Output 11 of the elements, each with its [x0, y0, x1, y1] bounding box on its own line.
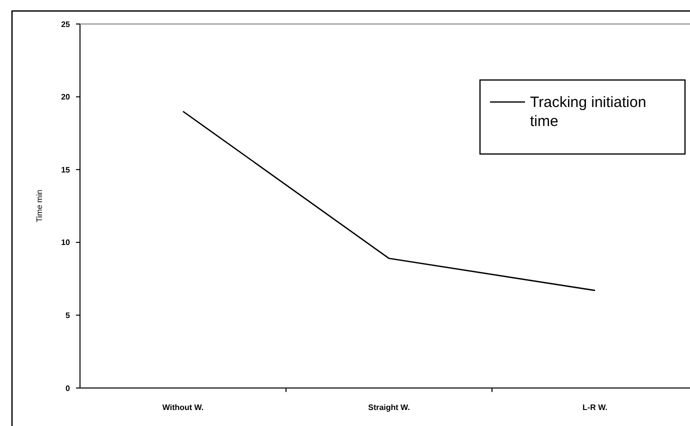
y-axis-title: Time min: [35, 190, 44, 222]
y-tick-label: 0: [66, 384, 71, 393]
y-tick-label: 5: [66, 311, 71, 320]
x-tick-label: Straight W.: [368, 403, 410, 412]
x-tick-label: L-R W.: [582, 403, 608, 412]
y-tick-label: 10: [61, 238, 71, 248]
y-tick-label: 25: [61, 20, 71, 29]
y-tick-label: 15: [61, 165, 71, 174]
legend-label: Tracking initiation time: [530, 94, 646, 130]
x-tick-label: Without W.: [162, 403, 204, 412]
y-tick-label: 20: [61, 92, 71, 102]
